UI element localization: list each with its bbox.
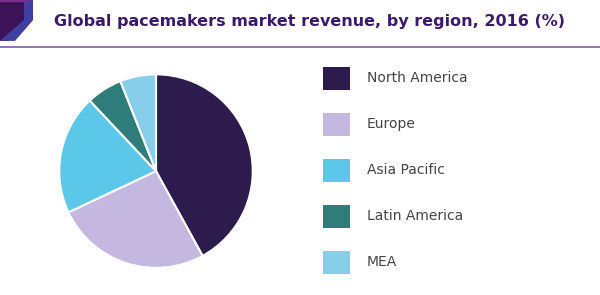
Text: Europe: Europe xyxy=(367,117,415,131)
Wedge shape xyxy=(156,74,253,256)
Polygon shape xyxy=(0,0,33,41)
Wedge shape xyxy=(90,81,156,171)
Polygon shape xyxy=(0,2,24,41)
Polygon shape xyxy=(0,0,33,41)
Bar xyxy=(323,114,350,136)
Bar xyxy=(323,206,350,229)
Text: Asia Pacific: Asia Pacific xyxy=(367,163,445,177)
Text: Latin America: Latin America xyxy=(367,209,463,223)
Wedge shape xyxy=(121,74,156,171)
Bar xyxy=(323,68,350,90)
Wedge shape xyxy=(68,171,203,268)
Text: Global pacemakers market revenue, by region, 2016 (%): Global pacemakers market revenue, by reg… xyxy=(54,14,565,29)
Wedge shape xyxy=(59,101,156,212)
Bar xyxy=(323,251,350,274)
Text: North America: North America xyxy=(367,71,467,85)
Text: MEA: MEA xyxy=(367,255,397,269)
Bar xyxy=(323,159,350,182)
